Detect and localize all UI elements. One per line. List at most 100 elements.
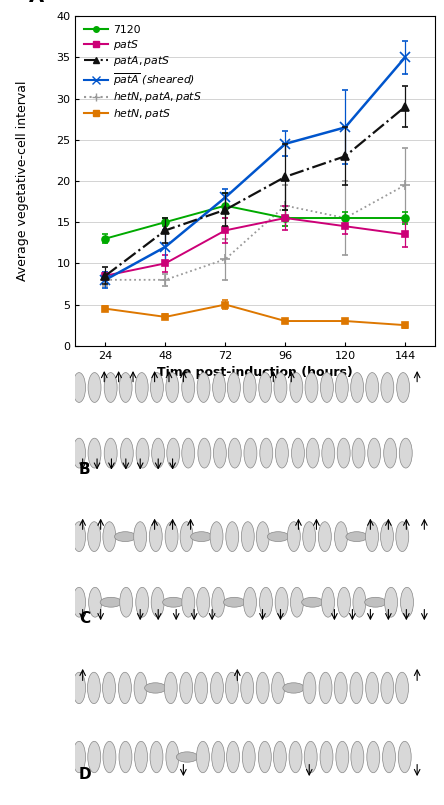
Ellipse shape: [151, 588, 164, 617]
Ellipse shape: [283, 683, 305, 693]
Ellipse shape: [303, 672, 316, 704]
Y-axis label: Average vegetative-cell interval: Average vegetative-cell interval: [16, 80, 29, 281]
Ellipse shape: [334, 522, 348, 551]
Ellipse shape: [398, 741, 411, 773]
Ellipse shape: [243, 588, 257, 617]
Text: B: B: [79, 462, 91, 477]
Ellipse shape: [180, 522, 193, 551]
Ellipse shape: [228, 438, 241, 468]
Ellipse shape: [366, 373, 379, 402]
Ellipse shape: [396, 522, 409, 551]
Ellipse shape: [243, 373, 256, 402]
Ellipse shape: [103, 741, 116, 773]
Ellipse shape: [88, 522, 101, 551]
Ellipse shape: [176, 752, 198, 762]
Ellipse shape: [396, 373, 410, 402]
Ellipse shape: [210, 672, 223, 704]
Ellipse shape: [383, 741, 396, 773]
Ellipse shape: [306, 438, 319, 468]
Ellipse shape: [321, 588, 334, 617]
Ellipse shape: [167, 438, 180, 468]
Ellipse shape: [149, 522, 162, 551]
Ellipse shape: [303, 522, 316, 551]
Ellipse shape: [182, 588, 195, 617]
Ellipse shape: [381, 373, 394, 402]
Ellipse shape: [385, 588, 397, 617]
Ellipse shape: [182, 373, 194, 402]
Ellipse shape: [223, 597, 245, 607]
Ellipse shape: [258, 741, 271, 773]
Ellipse shape: [335, 373, 348, 402]
Ellipse shape: [73, 588, 86, 617]
Ellipse shape: [400, 588, 413, 617]
Ellipse shape: [87, 672, 100, 704]
Ellipse shape: [226, 672, 238, 704]
Text: C: C: [79, 611, 90, 626]
Ellipse shape: [120, 438, 133, 468]
Ellipse shape: [290, 588, 303, 617]
Ellipse shape: [351, 741, 364, 773]
Ellipse shape: [190, 532, 212, 542]
Ellipse shape: [267, 532, 289, 542]
Ellipse shape: [212, 588, 225, 617]
Ellipse shape: [287, 522, 300, 551]
Ellipse shape: [241, 672, 254, 704]
Ellipse shape: [180, 672, 193, 704]
Ellipse shape: [88, 741, 101, 773]
Ellipse shape: [318, 522, 331, 551]
Ellipse shape: [166, 741, 179, 773]
Ellipse shape: [214, 438, 226, 468]
Ellipse shape: [259, 373, 272, 402]
Ellipse shape: [195, 672, 208, 704]
Ellipse shape: [226, 522, 239, 551]
Ellipse shape: [321, 373, 333, 402]
Text: A: A: [29, 0, 44, 6]
Ellipse shape: [381, 522, 393, 551]
Ellipse shape: [136, 588, 149, 617]
Ellipse shape: [135, 373, 148, 402]
Ellipse shape: [301, 597, 323, 607]
Ellipse shape: [365, 597, 386, 607]
Ellipse shape: [337, 588, 350, 617]
Ellipse shape: [165, 522, 178, 551]
Ellipse shape: [73, 741, 86, 773]
Ellipse shape: [89, 588, 102, 617]
Ellipse shape: [88, 373, 101, 402]
Ellipse shape: [274, 741, 286, 773]
Ellipse shape: [115, 532, 136, 542]
Ellipse shape: [292, 438, 305, 468]
Ellipse shape: [197, 373, 210, 402]
Ellipse shape: [120, 588, 133, 617]
Ellipse shape: [119, 373, 132, 402]
Ellipse shape: [319, 672, 332, 704]
Ellipse shape: [290, 373, 303, 402]
Text: D: D: [79, 767, 92, 782]
Ellipse shape: [274, 373, 287, 402]
Ellipse shape: [103, 522, 116, 551]
Ellipse shape: [272, 672, 285, 704]
Ellipse shape: [135, 741, 147, 773]
Ellipse shape: [73, 522, 86, 551]
Ellipse shape: [337, 438, 350, 468]
Ellipse shape: [260, 438, 273, 468]
Ellipse shape: [198, 438, 211, 468]
Ellipse shape: [353, 588, 366, 617]
Ellipse shape: [213, 373, 226, 402]
Ellipse shape: [100, 597, 122, 607]
Ellipse shape: [134, 522, 147, 551]
Ellipse shape: [164, 672, 177, 704]
Ellipse shape: [368, 438, 381, 468]
Ellipse shape: [289, 741, 302, 773]
Ellipse shape: [196, 741, 210, 773]
Ellipse shape: [244, 438, 257, 468]
Ellipse shape: [197, 588, 210, 617]
Ellipse shape: [242, 522, 254, 551]
Ellipse shape: [73, 438, 86, 468]
Ellipse shape: [259, 588, 273, 617]
Ellipse shape: [352, 438, 365, 468]
Ellipse shape: [73, 672, 86, 704]
Ellipse shape: [182, 438, 195, 468]
Ellipse shape: [73, 373, 86, 402]
Ellipse shape: [152, 438, 165, 468]
Ellipse shape: [210, 522, 223, 551]
